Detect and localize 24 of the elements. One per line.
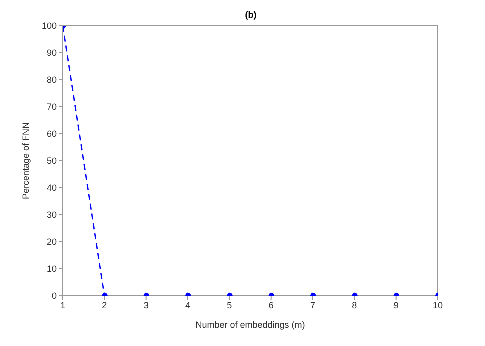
y-tick-label: 40 — [46, 183, 57, 194]
y-tick-label: 50 — [46, 156, 57, 166]
y-tick-label: 70 — [46, 102, 57, 112]
y-axis-title: Percentage of FNN — [21, 122, 32, 200]
y-tick-label: 10 — [46, 264, 57, 274]
x-tick-label: 5 — [227, 300, 232, 310]
x-axis-title: Number of embeddings (m) — [196, 320, 306, 330]
y-tick-label: 0 — [52, 291, 57, 302]
x-tick-label: 1 — [60, 300, 66, 310]
x-tick-label: 9 — [394, 300, 399, 310]
y-tick-label: 100 — [42, 21, 57, 32]
x-tick-label: 3 — [144, 300, 149, 310]
y-tick-label: 60 — [46, 129, 57, 140]
x-tick-label: 7 — [310, 300, 316, 310]
chart-title: (b) — [244, 10, 258, 20]
x-tick-label: 8 — [352, 300, 358, 310]
x-tick-label: 10 — [432, 300, 444, 310]
x-tick-label: 2 — [102, 300, 108, 310]
x-tick-label: 4 — [185, 300, 191, 310]
x-tick-label: 6 — [268, 300, 274, 310]
y-tick-label: 30 — [46, 210, 57, 220]
y-tick-label: 90 — [46, 48, 57, 58]
y-tick-label: 20 — [46, 237, 57, 248]
y-tick-label: 80 — [46, 75, 57, 86]
